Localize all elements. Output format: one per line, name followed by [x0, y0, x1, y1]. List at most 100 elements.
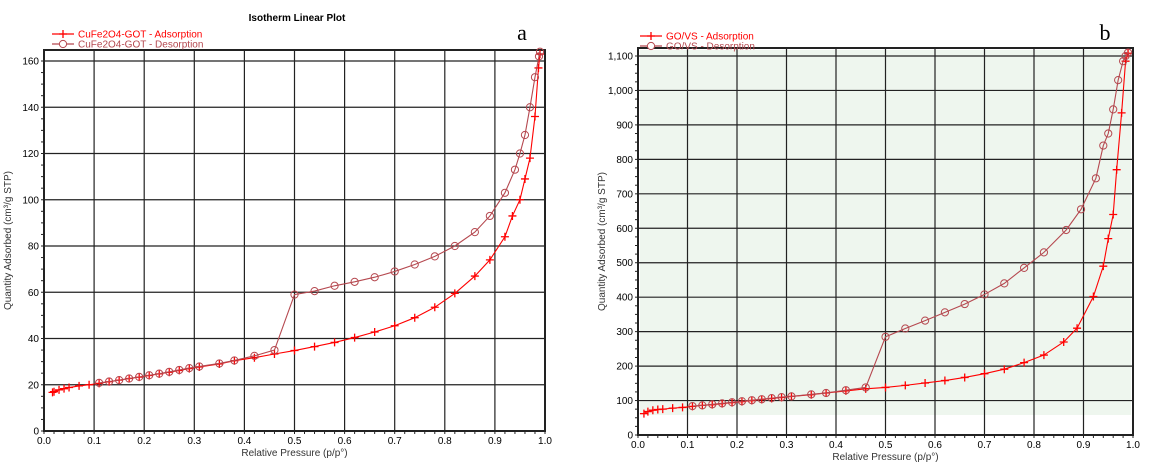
y-tick-label: 60: [28, 288, 40, 299]
y-tick-label: 0: [627, 431, 633, 442]
data-point-desorption: [525, 103, 535, 112]
data-point-adsorption: [520, 174, 529, 183]
x-tick-label: 0.5: [879, 440, 893, 451]
data-point-desorption: [534, 52, 544, 61]
data-point-desorption: [250, 351, 259, 360]
y-tick-label: 100: [616, 396, 633, 407]
data-point-adsorption: [648, 406, 657, 415]
data-point-desorption: [841, 386, 851, 395]
legend-label: CuFe2O4-GOT - Desorption: [78, 40, 203, 51]
data-point-desorption: [515, 149, 525, 158]
data-point-desorption: [921, 316, 930, 325]
data-point-adsorption: [980, 369, 989, 378]
legend-label: GO/VS - Adsorption: [666, 32, 754, 43]
data-point-adsorption: [515, 195, 524, 204]
y-tick-label: 800: [616, 155, 633, 166]
data-point-desorption: [470, 228, 479, 237]
data-point-desorption: [1091, 174, 1100, 183]
data-point-adsorption: [921, 378, 930, 387]
data-point-desorption: [807, 390, 816, 399]
x-axis-label: Relative Pressure (p/p°): [832, 452, 938, 463]
data-point-desorption: [980, 290, 989, 299]
legend-item: GO/VS - Desorption: [640, 42, 755, 53]
y-tick-label: 100: [22, 195, 39, 206]
legend-plus-marker: [59, 30, 67, 38]
data-point-adsorption: [470, 272, 479, 281]
data-point-desorption: [500, 188, 510, 197]
x-tick-label: 1.0: [538, 436, 552, 447]
data-point-adsorption: [55, 385, 64, 394]
data-point-adsorption: [668, 404, 677, 413]
y-tick-label: 0: [33, 427, 39, 438]
data-point-desorption: [767, 394, 776, 403]
data-point-desorption: [881, 332, 890, 341]
data-point-desorption: [430, 252, 439, 261]
data-point-desorption: [195, 362, 204, 371]
data-point-adsorption: [250, 353, 259, 362]
data-point-adsorption: [1089, 292, 1098, 301]
data-point-desorption: [270, 345, 279, 355]
data-point-adsorption: [290, 346, 299, 355]
data-point-desorption: [230, 356, 239, 365]
x-tick-label: 0.7: [388, 436, 402, 447]
data-point-adsorption: [1109, 210, 1118, 219]
data-point-adsorption: [643, 407, 652, 416]
data-point-desorption: [708, 400, 717, 409]
data-point-adsorption: [65, 383, 74, 392]
data-point-desorption: [940, 308, 950, 317]
data-point-desorption: [757, 395, 766, 404]
chart-a-cufe2o4-got: Isotherm Linear Plot a 0.0 0.1 0.2 0.3 0.4 0.…: [3, 13, 552, 459]
data-point-desorption: [135, 372, 144, 381]
data-point-desorption: [861, 383, 870, 392]
data-point-adsorption: [508, 211, 517, 220]
legend-label: GO/VS - Desorption: [666, 42, 755, 53]
data-point-adsorption: [1104, 234, 1113, 243]
y-tick-label: 600: [616, 224, 633, 235]
data-point-adsorption: [50, 387, 59, 396]
panel-label: b: [1100, 20, 1111, 45]
data-point-adsorption: [48, 388, 57, 397]
plot-frame: [637, 47, 1134, 436]
legend-item: GO/VS - Adsorption: [640, 32, 754, 43]
y-tick-label: 40: [28, 334, 40, 345]
data-point-adsorption: [310, 342, 319, 351]
data-point-desorption: [410, 260, 419, 269]
x-tick-label: 0.2: [137, 436, 151, 447]
data-point-desorption: [822, 388, 831, 398]
y-tick-label: 900: [616, 120, 633, 131]
data-point-desorption: [450, 241, 459, 251]
data-point-adsorption: [500, 232, 509, 241]
chart-title: Isotherm Linear Plot: [249, 13, 346, 24]
data-point-desorption: [1062, 225, 1071, 235]
data-point-desorption: [1104, 129, 1113, 138]
data-point-adsorption: [450, 289, 459, 298]
data-point-desorption: [510, 165, 520, 174]
x-tick-label: 0.2: [730, 440, 744, 451]
x-tick-label: 0.5: [288, 436, 302, 447]
data-point-adsorption: [1073, 324, 1082, 333]
data-point-desorption: [727, 398, 737, 407]
data-point-desorption: [535, 47, 545, 56]
data-point-adsorption: [410, 313, 419, 322]
data-point-adsorption: [60, 384, 69, 393]
plot-frame: [43, 49, 546, 432]
x-tick-label: 0.7: [978, 440, 992, 451]
data-point-desorption: [718, 399, 727, 408]
data-point-adsorption: [940, 376, 949, 385]
data-point-desorption: [1076, 205, 1086, 214]
x-tick-label: 0.4: [237, 436, 251, 447]
data-point-desorption: [737, 397, 747, 406]
legend-item: CuFe2O4-GOT - Desorption: [52, 40, 203, 51]
data-point-desorption: [125, 374, 134, 383]
data-point-desorption: [95, 378, 104, 387]
data-point-desorption: [688, 401, 697, 411]
data-point-desorption: [155, 369, 164, 378]
data-point-desorption: [175, 365, 184, 375]
data-point-adsorption: [485, 255, 494, 264]
data-point-desorption: [520, 130, 530, 140]
y-tick-label: 160: [22, 57, 39, 68]
x-tick-label: 0.1: [681, 440, 695, 451]
data-point-desorption: [290, 290, 299, 299]
data-point-adsorption: [1059, 337, 1068, 346]
